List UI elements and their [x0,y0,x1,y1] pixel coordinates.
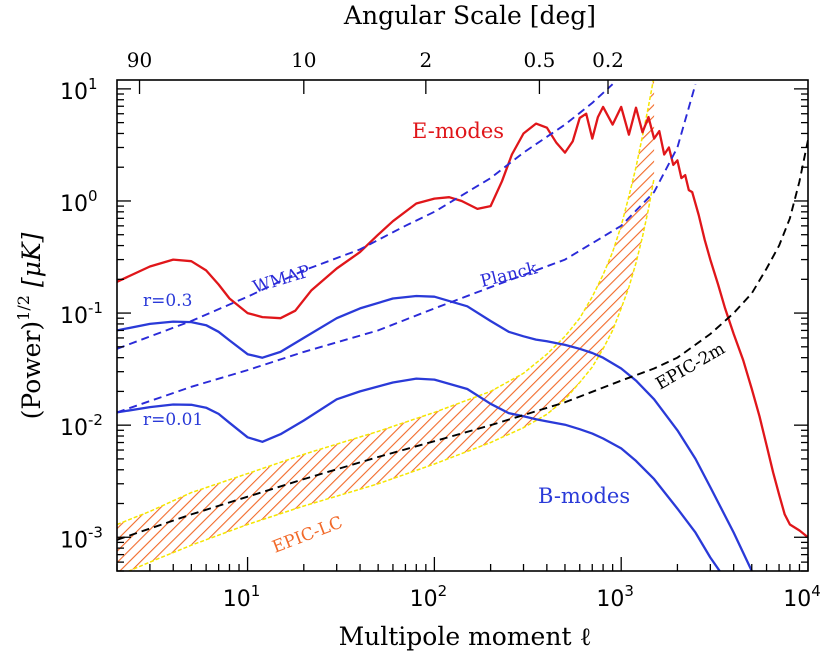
label-r-0-3: r=0.3 [143,291,192,311]
top-tick-label: 0.2 [592,48,624,72]
top-tick-label: 2 [419,48,432,72]
label-epic-2m: EPIC-2m [653,339,729,394]
top-tick-label: 10 [291,48,316,72]
label-r-0-01: r=0.01 [143,410,203,430]
plot-frame [116,79,809,572]
y-tick-label: 10-2 [60,411,103,441]
top-tick-label: 0.5 [524,48,556,72]
label-planck: Planck [478,258,540,292]
series-line-r-0-01 [117,377,722,571]
y-tick-label: 101 [60,75,98,105]
y-tick-label: 10-1 [60,299,103,329]
series-line-wmap [117,83,614,350]
y-axis-title-main: (Power) [17,321,46,420]
label-b-modes: B-modes [538,484,630,508]
y-axis-title: (Power)1/2 [μK] [14,232,46,419]
epic-lc-band-lower-edge [127,177,655,571]
y-axis-title-unit: [μK] [17,232,46,287]
svg-text:(Power)1/2 [μK]: (Power)1/2 [μK] [14,232,46,419]
x-tick-label: 101 [223,582,261,612]
series-layer [117,83,808,571]
x-tick-label: 104 [783,582,821,612]
x-tick-label: 103 [596,582,634,612]
label-epic-lc: EPIC-LC [270,513,346,558]
series-line-e-modes [117,105,808,539]
top-tick-label: 90 [127,48,152,72]
x-tick-label: 102 [410,582,448,612]
series-line-planck [117,83,697,414]
y-tick-label: 100 [60,187,98,217]
y-axis-title-exp: 1/2 [14,295,33,321]
series-line-r-0-3 [117,294,754,571]
x-axis-title: Multipole moment ℓ [339,622,592,651]
series-line-epic-2m [117,139,808,541]
label-e-modes: E-modes [412,119,504,143]
top-axis-title: Angular Scale [deg] [343,1,596,30]
label-wmap: WMAP [251,262,313,298]
tick-marks [116,80,809,572]
y-tick-label: 10-3 [60,523,103,553]
